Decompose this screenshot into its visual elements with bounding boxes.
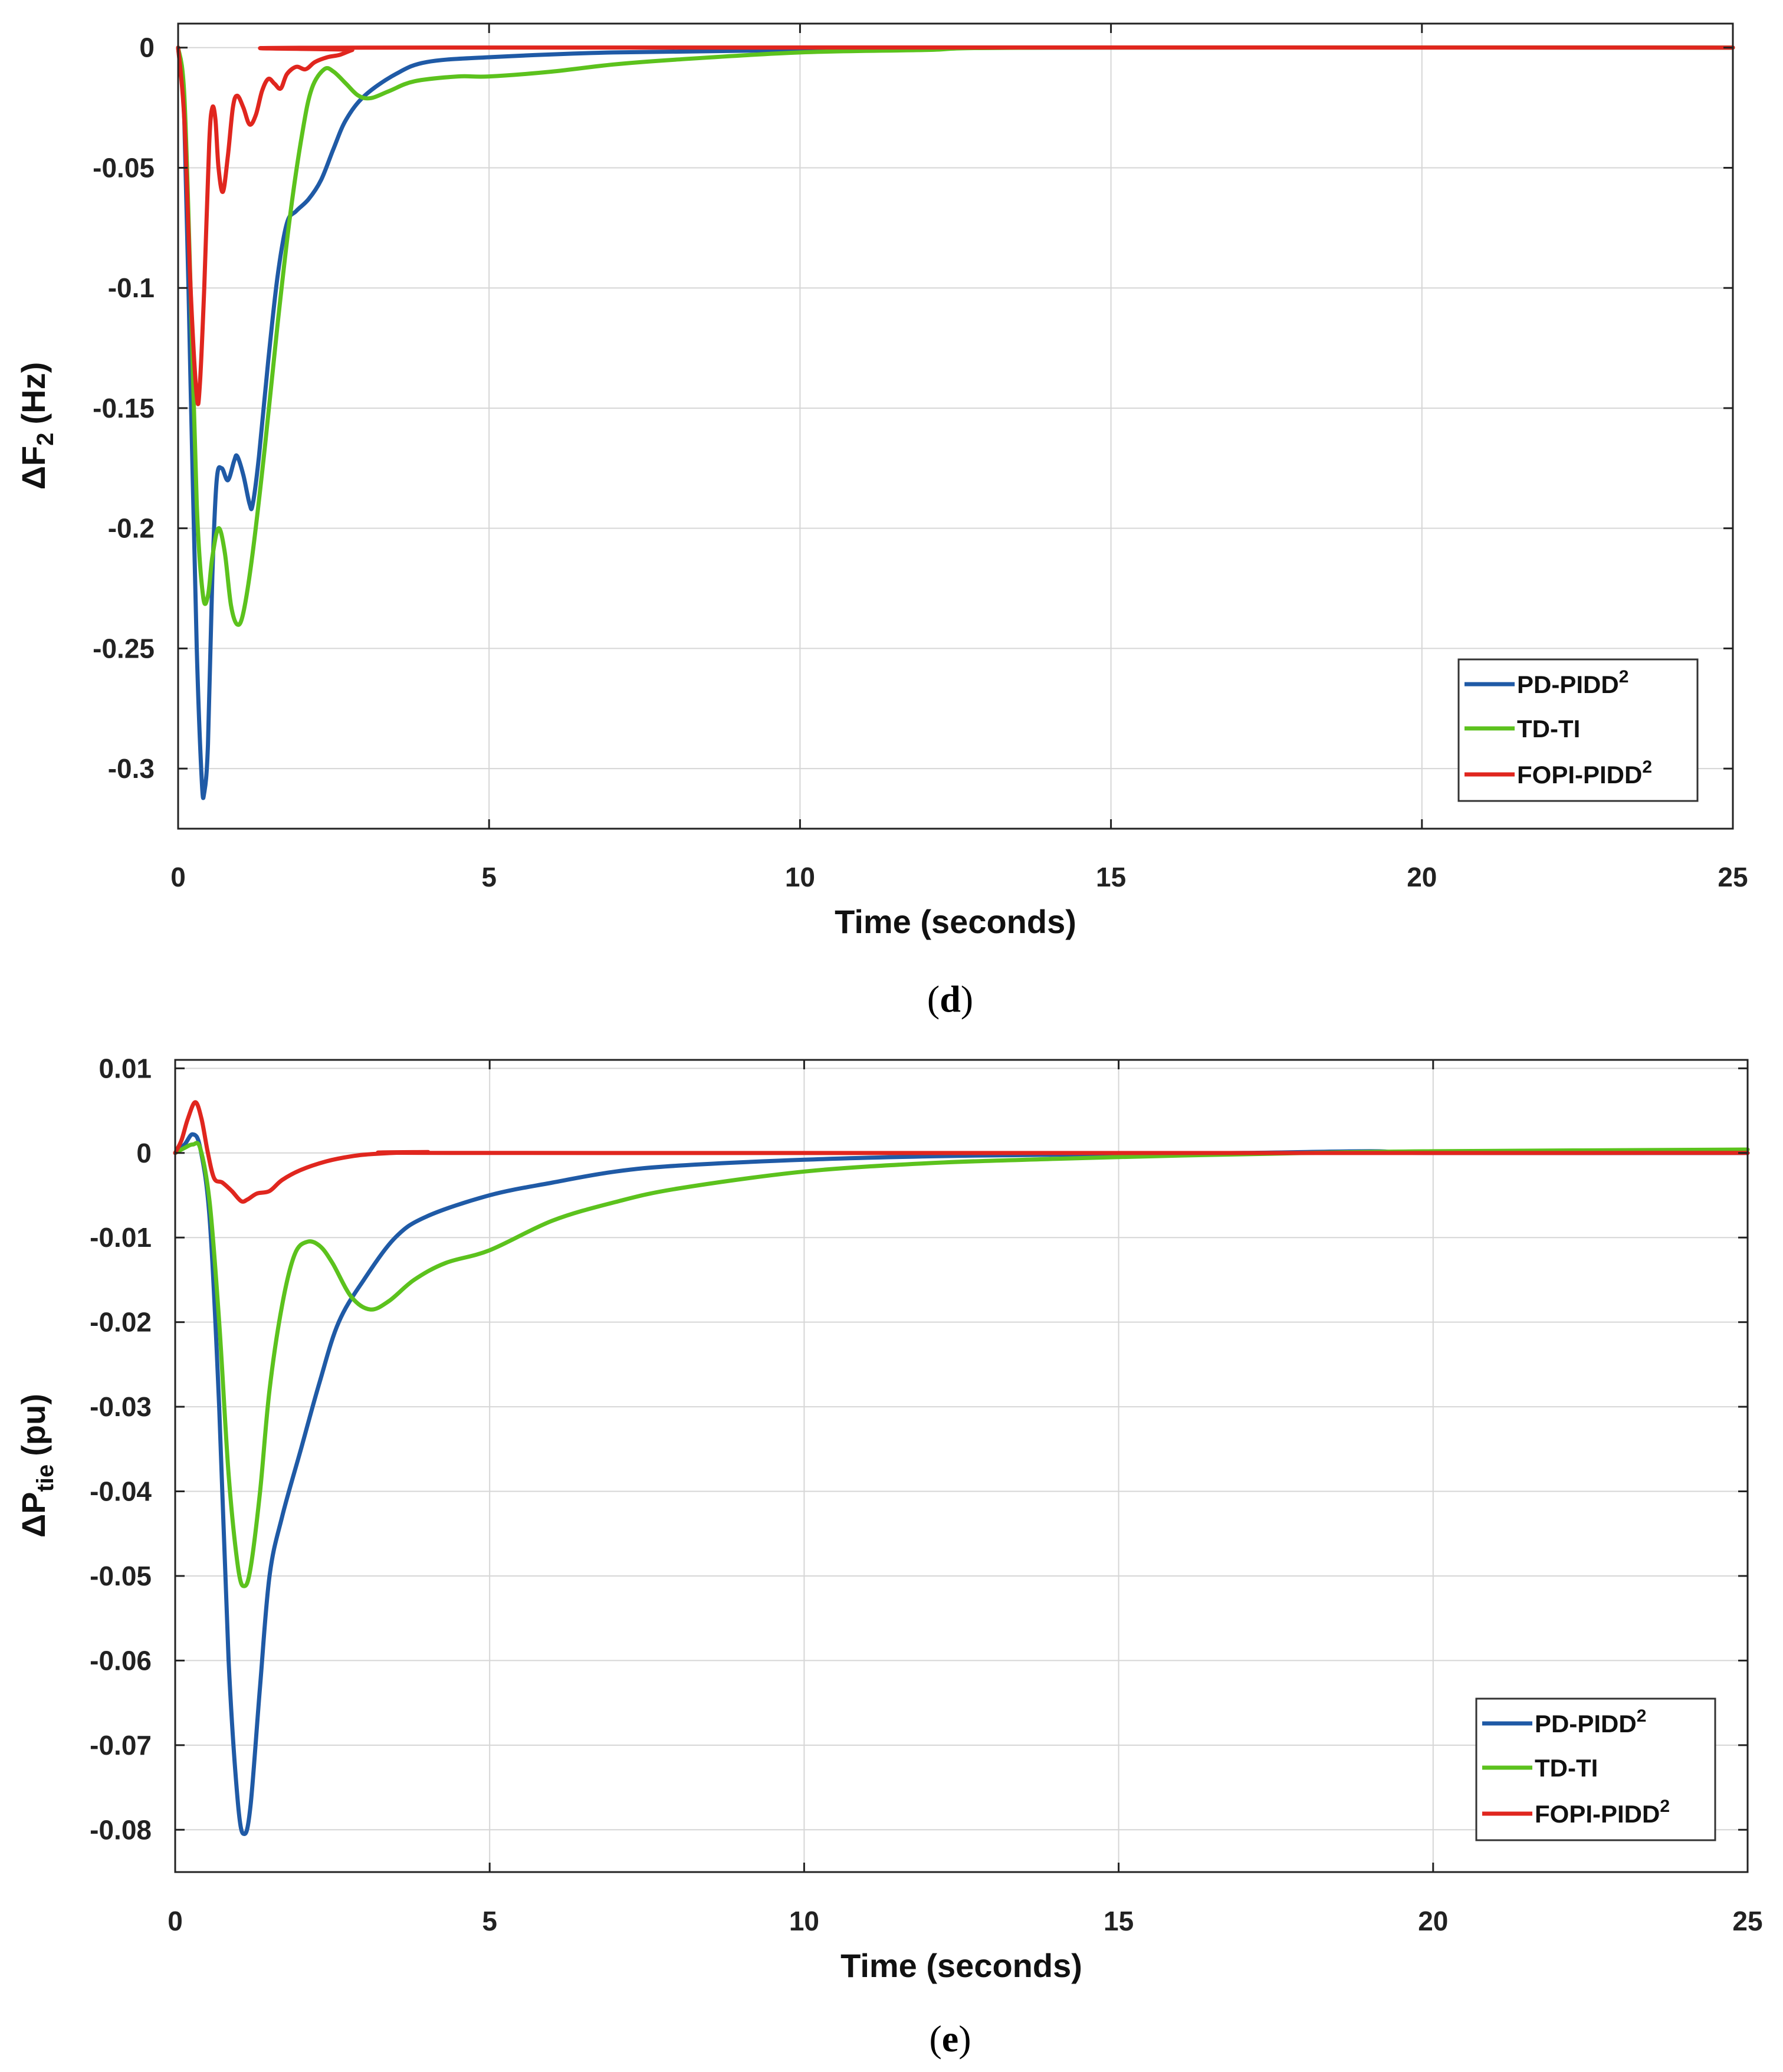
chart-d-plot-frame [177, 22, 1734, 830]
chart-d-ticks [177, 24, 1734, 829]
chart-d-ytick-label-3: -0.15 [93, 393, 155, 423]
chart-d-xtick-label-0: 0 [170, 862, 186, 892]
chart-d-ytick-labels: 0 -0.05 -0.1 -0.15 -0.2 -0.25 -0.3 [93, 32, 155, 784]
chart-e-xtick-label-2: 10 [789, 1906, 819, 1936]
chart-d-caption-letter: d [940, 978, 961, 1020]
chart-d-legend-sup-fopi-pidd2: 2 [1642, 757, 1652, 777]
chart-e-xtick-label-3: 15 [1104, 1906, 1134, 1936]
chart-e-xtick-label-4: 20 [1418, 1906, 1448, 1936]
chart-e-x-axis-label: Time (seconds) [840, 1947, 1082, 1984]
chart-e-ytick-label-7: -0.06 [90, 1645, 152, 1676]
chart-e-ytick-label-5: -0.04 [90, 1476, 152, 1507]
chart-e-ytick-label-8: -0.07 [90, 1730, 152, 1761]
chart-e-legend-name-pd-pidd2: PD-PIDD [1535, 1710, 1637, 1738]
chart-e-legend-sup-fopi-pidd2: 2 [1660, 1797, 1670, 1816]
chart-d-xtick-label-1: 5 [481, 862, 497, 892]
chart-e-ytick-label-2: -0.01 [90, 1222, 152, 1253]
chart-d-xtick-labels: 0 5 10 15 20 25 [170, 862, 1748, 892]
chart-e-xtick-labels: 0 5 10 15 20 25 [168, 1906, 1762, 1936]
chart-e-y-label-sub: tie [32, 1464, 58, 1492]
chart-d-ytick-label-4: -0.2 [108, 513, 155, 544]
chart-d-y-label-sub: 2 [32, 433, 58, 446]
chart-d-series [176, 45, 1735, 800]
chart-e-legend-label-td-ti: TD-TI [1535, 1754, 1598, 1782]
chart-e-y-label-main: ΔP [15, 1492, 52, 1538]
chart-e-y-axis-label: ΔPtie (pu) [15, 1394, 58, 1538]
chart-e-caption: (e) [929, 2018, 971, 2060]
chart-d-caption-open: ( [927, 978, 940, 1020]
chart-d-ytick-label-0: 0 [139, 32, 155, 63]
chart-d-xtick-label-4: 20 [1407, 862, 1437, 892]
chart-d-ytick-label-5: -0.25 [93, 633, 155, 664]
chart-d-xtick-label-5: 25 [1718, 862, 1748, 892]
chart-e-xtick-label-5: 25 [1732, 1906, 1762, 1936]
chart-d-legend-name-fopi-pidd2: FOPI-PIDD [1517, 761, 1642, 789]
chart-d-legend-name-pd-pidd2: PD-PIDD [1517, 671, 1619, 698]
chart-d-caption-close: ) [961, 978, 973, 1020]
chart-e-plot-frame [174, 1059, 1749, 1873]
chart-e-xtick-label-0: 0 [168, 1906, 183, 1936]
chart-e-ytick-label-0: 0.01 [98, 1053, 152, 1083]
chart-e-legend-label-fopi-pidd2: FOPI-PIDD2 [1535, 1797, 1670, 1828]
chart-e-legend: PD-PIDD2 TD-TI FOPI-PIDD2 [1475, 1697, 1716, 1841]
chart-e-caption-open: ( [929, 2018, 941, 2060]
chart-e-series-td-ti [173, 1141, 1750, 1588]
chart-d-legend-sup-pd-pidd2: 2 [1619, 667, 1629, 687]
chart-d-xtick-label-2: 10 [785, 862, 815, 892]
chart-e-series [173, 1100, 1750, 1836]
chart-e-xtick-label-1: 5 [482, 1906, 497, 1936]
chart-d-series-td-ti [176, 45, 1735, 627]
chart-d-y-axis-label: ΔF2 (Hz) [15, 362, 58, 490]
chart-e-legend-name-fopi-pidd2: FOPI-PIDD [1535, 1800, 1660, 1828]
chart-d-y-label-unit: (Hz) [15, 362, 52, 425]
chart-e-ytick-label-4: -0.03 [90, 1391, 152, 1422]
chart-e-caption-close: ) [958, 2018, 971, 2060]
chart-e-y-label-unit: (pu) [15, 1394, 52, 1456]
chart-d: 0 5 10 15 20 25 0-0.05-0.1-0.15-0.2-0.25-0.3 … [15, 22, 1748, 1020]
chart-d-y-label-main: ΔF [15, 446, 52, 490]
chart-d-legend-label-td-ti: TD-TI [1517, 715, 1580, 743]
chart-d-xtick-label-3: 15 [1096, 862, 1126, 892]
chart-d-caption: (d) [927, 978, 973, 1020]
chart-e-caption-letter: e [942, 2018, 958, 2060]
chart-d-ytick-label-2: -0.1 [108, 272, 155, 303]
chart-d-ytick-label-6: -0.3 [108, 753, 155, 784]
chart-d-legend-label-fopi-pidd2: FOPI-PIDD2 [1517, 757, 1652, 789]
chart-e: 0 5 10 15 20 25 0.01 0 -0.01 -0.02 -0.03 -0.04 -0.0… [15, 1053, 1763, 2060]
chart-d-ytick-label-1: -0.05 [93, 152, 155, 183]
chart-e-ytick-label-9: -0.08 [90, 1814, 152, 1845]
chart-d-series-pd-pidd2 [176, 45, 1735, 800]
chart-d-legend: PD-PIDD2 TD-TI FOPI-PIDD2 [1457, 658, 1699, 802]
chart-d-series-fopi-pidd2 [176, 45, 1735, 406]
chart-e-ytick-label-1: 0 [136, 1138, 152, 1168]
chart-e-ytick-label-6: -0.05 [90, 1561, 152, 1591]
chart-e-ticks [174, 1060, 1749, 1872]
chart-e-ytick-labels: 0.01 0 -0.01 -0.02 -0.03 -0.04 -0.05 -0.06 -0.07… [90, 1053, 152, 1845]
chart-e-legend-sup-pd-pidd2: 2 [1637, 1706, 1647, 1726]
chart-e-series-fopi-pidd2 [173, 1100, 1750, 1204]
chart-e-ytick-label-3: -0.02 [90, 1307, 152, 1338]
chart-e-legend-label-pd-pidd2: PD-PIDD2 [1535, 1706, 1646, 1738]
chart-d-x-axis-label: Time (seconds) [835, 903, 1076, 940]
chart-d-legend-label-pd-pidd2: PD-PIDD2 [1517, 667, 1628, 698]
